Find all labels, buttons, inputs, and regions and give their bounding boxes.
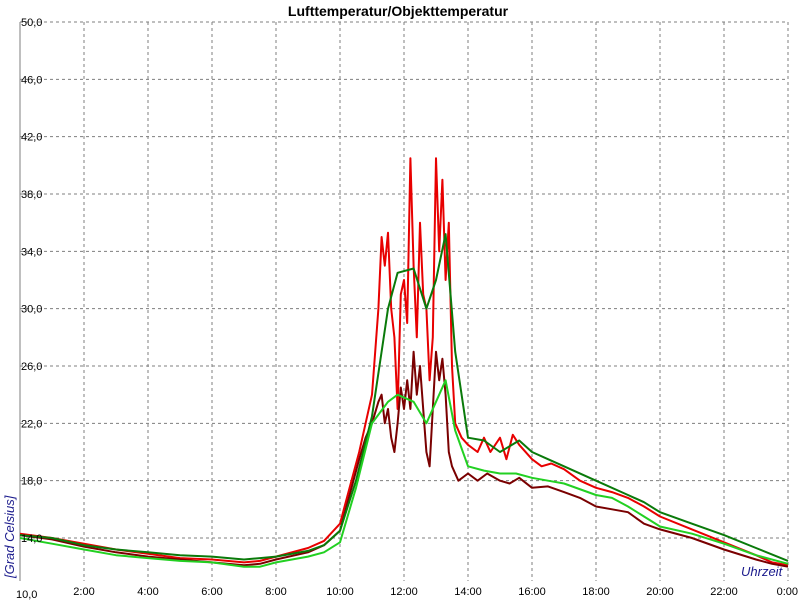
series-line-2: [19, 350, 789, 568]
series-layer: [19, 157, 789, 568]
series-line-1: [19, 157, 789, 567]
y-tick-label: 26,0: [21, 361, 42, 373]
x-tick-label: 10:00: [326, 586, 354, 598]
y-tick-label: 38,0: [21, 189, 42, 201]
x-tick-label: 0:00: [777, 586, 798, 598]
y-axis-ticks: 14,0 18,0 22,0 26,0 30,0 34,0 38,0 42,0 46,0 50,0: [21, 17, 42, 545]
y-tick-label: 30,0: [21, 304, 42, 316]
grid-lines: [19, 21, 789, 581]
x-tick-label: 8:00: [265, 586, 286, 598]
y-tick-label: 50,0: [21, 17, 42, 29]
y-tick-label: 34,0: [21, 246, 42, 258]
x-tick-label: 4:00: [137, 586, 158, 598]
y-tick-label: 22,0: [21, 418, 42, 430]
chart-title: Lufttemperatur/Objekttemperatur: [288, 3, 509, 19]
x-axis-ticks: 2:00 4:00 6:00 8:00 10:00 12:00 14:00 16:00 18:0…: [73, 586, 798, 598]
y-tick-label: 18,0: [21, 476, 42, 488]
x-tick-label: 16:00: [518, 586, 546, 598]
y-tick-label: 42,0: [21, 132, 42, 144]
x-tick-label: 22:00: [710, 586, 738, 598]
series-line-3: [19, 233, 789, 562]
x-tick-label: 14:00: [454, 586, 482, 598]
y-tick-label: 14,0: [21, 533, 42, 545]
series-line-4: [19, 379, 789, 568]
y-tick-label: 46,0: [21, 74, 42, 86]
x-tick-label: 20:00: [646, 586, 674, 598]
y-tick-label-bottom: 10,0: [16, 589, 37, 600]
x-tick-label: 12:00: [390, 586, 418, 598]
y-axis-label: [Grad Celsius]: [2, 495, 17, 579]
x-tick-label: 18:00: [582, 586, 610, 598]
x-tick-label: 2:00: [73, 586, 94, 598]
x-axis-label: Uhrzeit: [741, 564, 784, 579]
x-tick-label: 6:00: [201, 586, 222, 598]
